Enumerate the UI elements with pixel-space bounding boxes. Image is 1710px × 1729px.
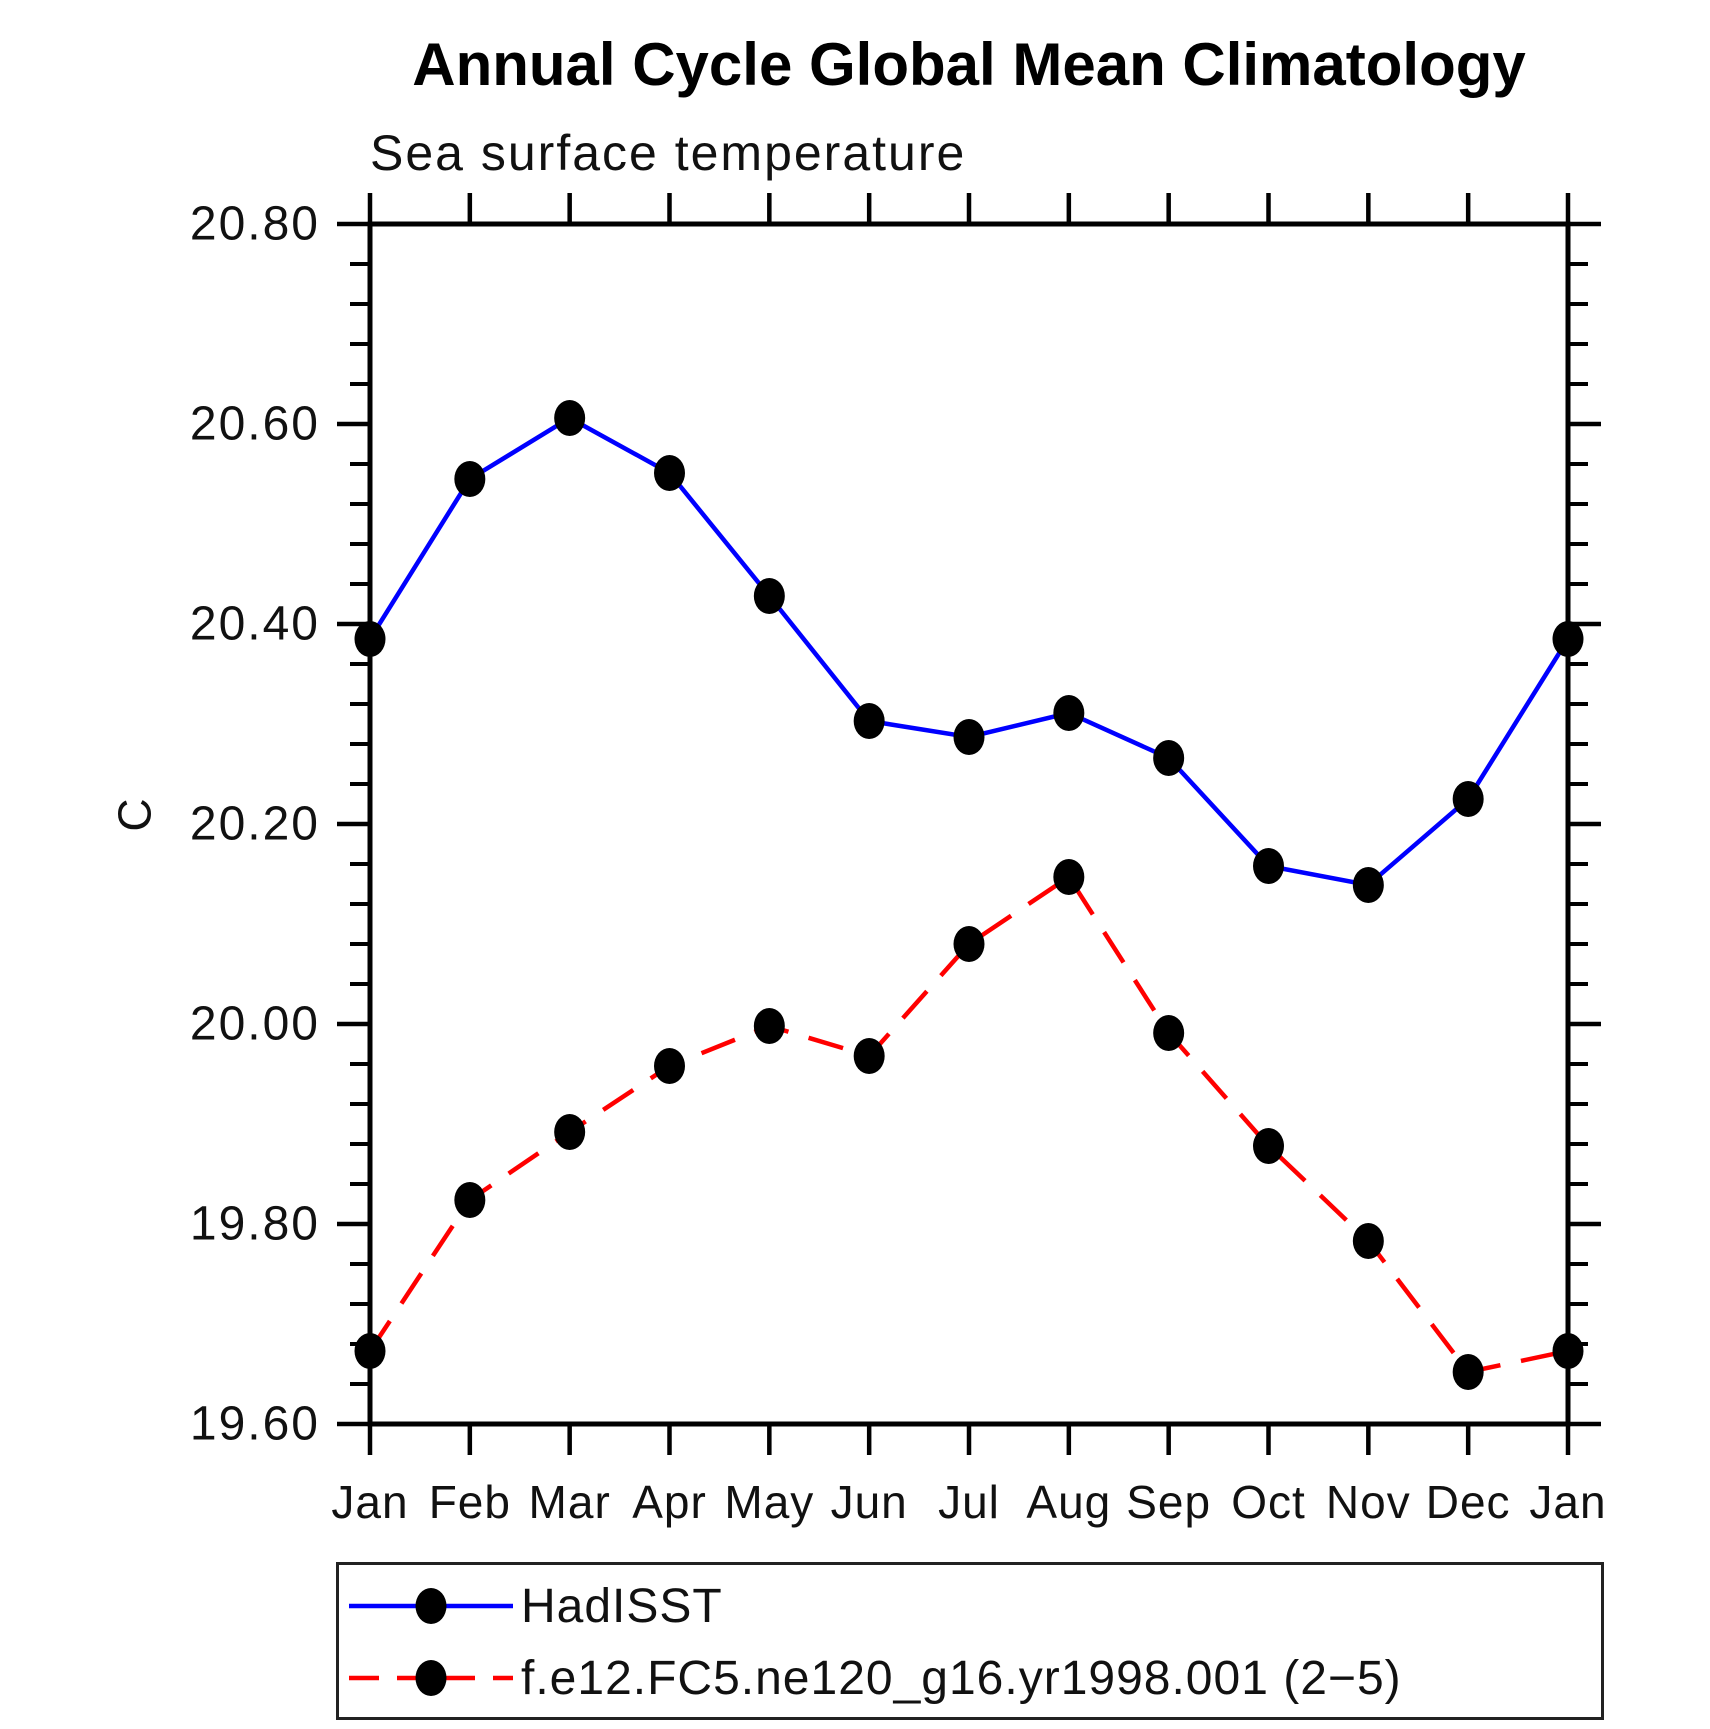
data-point-hadisst — [354, 621, 386, 657]
data-point-model — [454, 1182, 486, 1218]
x-tick-label: Nov — [1326, 1476, 1411, 1528]
data-point-model — [354, 1333, 386, 1369]
legend-marker-dot — [415, 1660, 447, 1696]
x-tick-label: Dec — [1426, 1476, 1511, 1528]
y-tick-label: 20.80 — [190, 198, 320, 251]
data-point-model — [1552, 1333, 1584, 1369]
data-point-hadisst — [554, 400, 586, 436]
x-tick-label: Oct — [1231, 1476, 1306, 1528]
x-tick-label: Aug — [1026, 1476, 1111, 1528]
data-point-model — [753, 1008, 785, 1044]
x-tick-label: Jan — [1529, 1476, 1606, 1528]
legend-marker-dot — [415, 1588, 447, 1624]
data-point-hadisst — [853, 703, 885, 739]
x-tick-label: Apr — [632, 1476, 707, 1528]
data-point-hadisst — [753, 578, 785, 614]
y-tick-label: 20.40 — [190, 598, 320, 651]
y-tick-label: 19.80 — [190, 1198, 320, 1251]
data-point-hadisst — [654, 455, 685, 491]
data-point-model — [1253, 1128, 1284, 1164]
legend-swatch-dashed-line — [349, 1660, 513, 1696]
x-tick-label: Jan — [331, 1476, 408, 1528]
y-tick-label: 20.60 — [190, 398, 320, 451]
legend-swatch-solid-line — [349, 1588, 513, 1624]
legend-item-hadisst: HadISST — [343, 1580, 723, 1633]
chart-subtitle: Sea surface temperature — [370, 125, 967, 181]
y-tick-label: 20.00 — [190, 998, 320, 1051]
x-tick-label: Jul — [938, 1476, 1000, 1528]
data-point-hadisst — [1452, 781, 1484, 817]
legend-label-hadisst: HadISST — [521, 1579, 723, 1633]
plot-frame — [367, 221, 1571, 1427]
x-tick-label: Feb — [429, 1476, 511, 1528]
data-point-hadisst — [454, 461, 486, 497]
data-point-hadisst — [1552, 621, 1584, 657]
data-point-hadisst — [1253, 848, 1284, 884]
data-point-hadisst — [1352, 867, 1384, 903]
data-point-model — [1452, 1354, 1484, 1390]
y-tick-label: 19.60 — [190, 1398, 320, 1451]
data-point-model — [554, 1114, 586, 1150]
x-tick-label: May — [724, 1476, 814, 1528]
legend-label-model: f.e12.FC5.ne120_g16.yr1998.001 (2−5) — [521, 1651, 1402, 1705]
legend-item-model: f.e12.FC5.ne120_g16.yr1998.001 (2−5) — [343, 1652, 1402, 1705]
data-point-model — [853, 1038, 885, 1074]
x-tick-label: Jun — [831, 1476, 908, 1528]
data-point-model — [654, 1048, 685, 1084]
x-tick-label: Mar — [529, 1476, 611, 1528]
legend: HadISST f.e12.FC5.ne120_g16.yr1998.001 (… — [336, 1562, 1604, 1720]
series-line-hadisst — [368, 415, 1570, 888]
data-point-model — [1352, 1223, 1384, 1259]
data-point-hadisst — [1153, 740, 1185, 776]
x-tick-label: Sep — [1126, 1476, 1211, 1528]
data-point-model — [1153, 1015, 1185, 1051]
data-point-hadisst — [953, 719, 985, 755]
data-point-hadisst — [1053, 695, 1085, 731]
y-tick-label: 20.20 — [190, 798, 320, 851]
data-point-model — [953, 926, 985, 962]
data-point-model — [1053, 859, 1085, 895]
chart-title: Annual Cycle Global Mean Climatology — [412, 31, 1526, 98]
